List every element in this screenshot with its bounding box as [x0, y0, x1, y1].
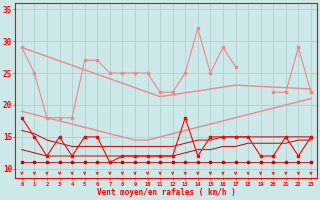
- X-axis label: Vent moyen/en rafales ( km/h ): Vent moyen/en rafales ( km/h ): [97, 188, 236, 197]
